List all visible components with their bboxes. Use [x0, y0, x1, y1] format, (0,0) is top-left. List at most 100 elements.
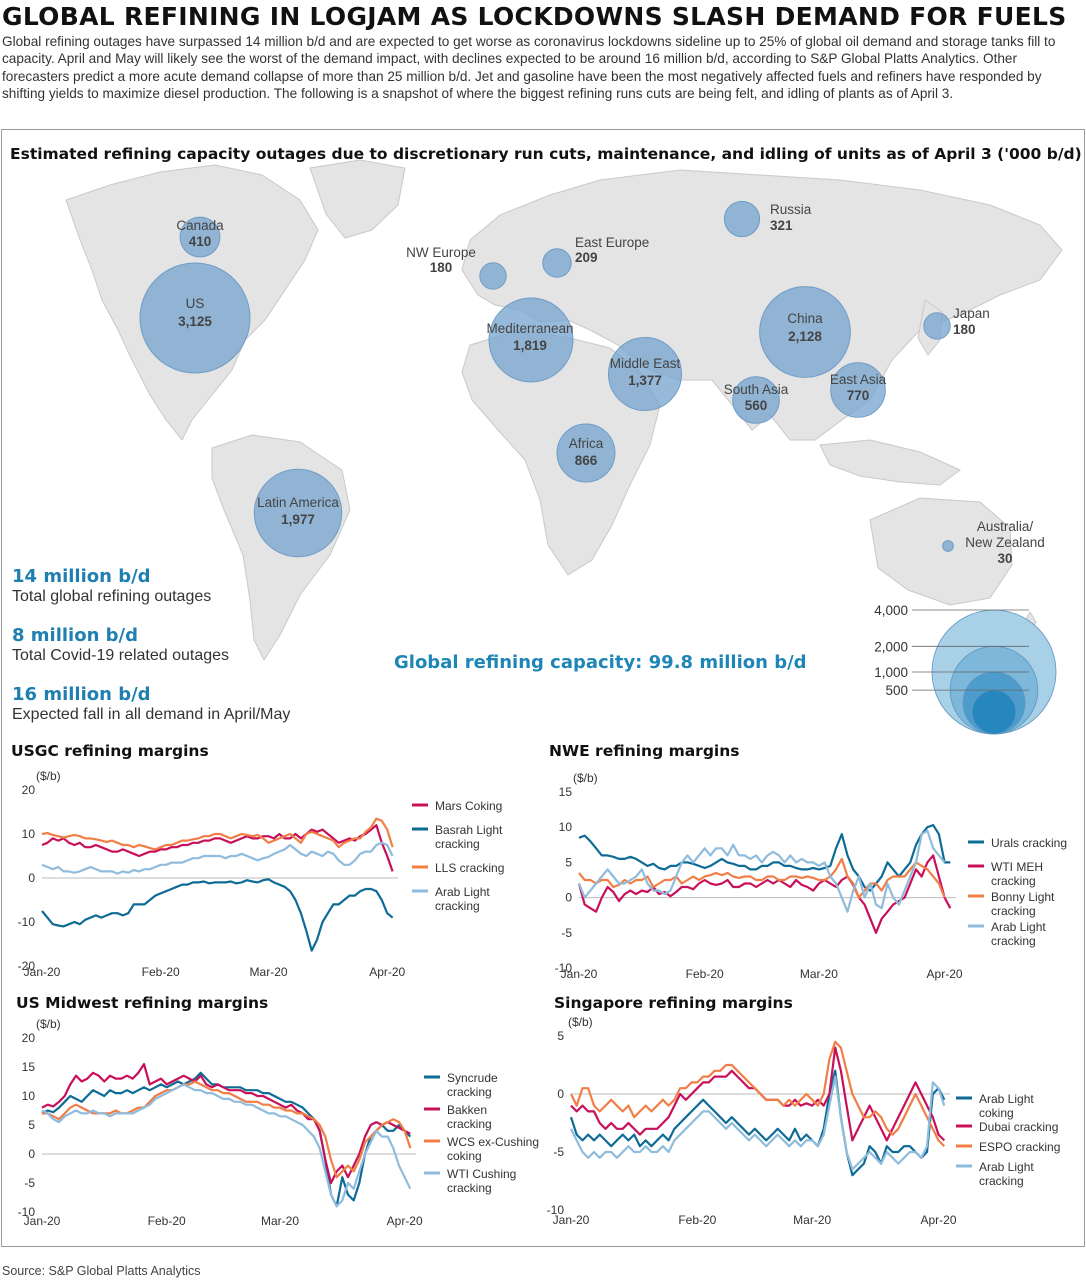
y-axis-unit: ($/b): [568, 1016, 593, 1029]
series-line-basrah-light-cracking: [41, 878, 394, 952]
bubble-latin-america: [253, 468, 343, 558]
y-tick-label: 10: [22, 827, 36, 841]
region-label-russia: Russia: [770, 202, 812, 217]
legend-label-syncrude-cracking: Syncrude: [447, 1071, 498, 1085]
bubble-canada: [179, 216, 221, 258]
bubble-east-asia: [830, 362, 886, 418]
series-line-arab-light-cracking: [570, 1075, 946, 1171]
y-tick-label: 5: [557, 1029, 564, 1043]
y-tick-label: 15: [559, 785, 573, 799]
legend-label-dubai-cracking: Dubai cracking: [979, 1120, 1058, 1134]
series-line-wti-cushing-cracking: [41, 1083, 412, 1208]
region-value-australia-new-zealand: 30: [997, 551, 1012, 566]
legend-label-basrah-light-cracking: Basrah Light: [435, 823, 503, 837]
stat-label: Total Covid-19 related outages: [12, 647, 230, 664]
legend-label-wcs-ex-cushing-coking: WCS ex-Cushing: [447, 1135, 539, 1149]
bubble-russia: [723, 200, 761, 238]
region-label-japan: Japan: [953, 306, 990, 321]
y-tick-label: 0: [28, 1147, 35, 1161]
x-tick-label: Mar-20: [793, 1213, 831, 1227]
stat-value: 16 million b/d: [12, 684, 151, 705]
legend-label-arab-light-cracking: Arab Light: [979, 1160, 1034, 1174]
y-tick-label: 0: [28, 871, 35, 885]
series-line-mars-coking: [41, 824, 394, 872]
y-tick-label: 10: [22, 1089, 36, 1103]
region-label-east-asia: East Asia: [830, 372, 887, 387]
y-tick-label: 15: [22, 1060, 36, 1074]
legend-label-500: 500: [885, 683, 908, 698]
map-title: Estimated refining capacity outages due …: [10, 145, 1082, 163]
region-label-australia-new-zealand: Australia/: [977, 519, 1034, 534]
legend-label-arab-light-cracking: cracking: [435, 899, 480, 913]
region-label-middle-east: Middle East: [610, 356, 681, 371]
bubble-mediterranean: [488, 297, 574, 383]
x-tick-label: Apr-20: [920, 1213, 956, 1227]
region-label-us: US: [186, 296, 205, 311]
outage-bubbles: [139, 200, 954, 558]
x-tick-label: Feb-20: [678, 1213, 716, 1227]
region-value-russia: 321: [770, 218, 793, 233]
region-value-us: 3,125: [178, 314, 212, 329]
bubble-east-europe: [542, 248, 572, 278]
legend-circle-500: [971, 689, 1017, 735]
y-tick-label: -5: [553, 1145, 564, 1159]
series-line-urals-cracking: [578, 823, 951, 892]
region-value-japan: 180: [953, 322, 976, 337]
stat-covid-outages: 8 million b/d Total Covid-19 related out…: [12, 625, 229, 665]
region-value-east-europe: 209: [575, 250, 598, 265]
stat-total-outages: 14 million b/d Total global refining out…: [12, 566, 211, 606]
region-label-mediterranean: Mediterranean: [486, 321, 573, 336]
y-tick-label: -20: [18, 959, 36, 973]
series-line-arab-light-cracking: [41, 841, 394, 875]
bubble-size-legend: 4,000 2,000 1,000 500: [874, 603, 1057, 735]
x-tick-label: Apr-20: [927, 967, 963, 981]
stat-label: Expected fall in all demand in April/May: [12, 706, 291, 723]
series-line-arab-light-cracking: [577, 829, 946, 913]
bubble-south-asia: [732, 376, 780, 424]
chart-title-singapore: Singapore refining margins: [554, 994, 793, 1012]
x-tick-label: Feb-20: [142, 965, 180, 979]
intro-paragraph: Global refining outages have surpassed 1…: [2, 34, 1056, 102]
legend-label-arab-light-cracking: Arab Light: [435, 885, 490, 899]
region-label-nw-europe: NW Europe: [406, 245, 476, 260]
y-tick-label: -10: [18, 1205, 36, 1219]
legend-label-bakken-cracking: Bakken: [447, 1103, 487, 1117]
region-label-east-europe: East Europe: [575, 235, 649, 250]
stat-demand-fall: 16 million b/d Expected fall in all dema…: [12, 684, 290, 724]
series-line-lls-cracking: [41, 817, 394, 851]
x-tick-label: Mar-20: [250, 965, 288, 979]
legend-label-mars-coking: Mars Coking: [435, 799, 502, 813]
bubble-japan: [923, 312, 951, 340]
y-tick-label: 5: [565, 855, 572, 869]
y-tick-label: -10: [555, 961, 573, 975]
legend-label-bonny-light-cracking: cracking: [991, 904, 1036, 918]
region-label-australia-new-zealand-line2: New Zealand: [965, 535, 1045, 550]
region-label-south-asia: South Asia: [724, 382, 789, 397]
source-note: Source: S&P Global Platts Analytics: [2, 1264, 201, 1278]
bubble-middle-east: [607, 336, 683, 412]
region-value-middle-east: 1,377: [628, 373, 662, 388]
landmass-greenland: [309, 159, 406, 239]
y-tick-label: -10: [18, 915, 36, 929]
series-line-bakken-cracking: [41, 1062, 411, 1185]
region-value-east-asia: 770: [847, 388, 870, 403]
y-tick-label: -5: [24, 1176, 35, 1190]
legend-label-arab-light-coking: Arab Light: [979, 1092, 1034, 1106]
bubble-us: [139, 262, 251, 374]
region-value-nw-europe: 180: [430, 260, 453, 275]
legend-label-bonny-light-cracking: Bonny Light: [991, 890, 1055, 904]
x-tick-label: Mar-20: [800, 967, 838, 981]
stat-value: 8 million b/d: [12, 625, 139, 646]
landmass-australia: [869, 497, 1013, 606]
y-axis-unit: ($/b): [573, 771, 598, 785]
landmass-southeast-asia: [819, 439, 961, 486]
y-tick-label: 0: [565, 891, 572, 905]
region-label-latin-america: Latin America: [257, 495, 339, 510]
x-tick-label: Feb-20: [686, 967, 724, 981]
legend-label-arab-light-cracking: cracking: [991, 934, 1036, 948]
